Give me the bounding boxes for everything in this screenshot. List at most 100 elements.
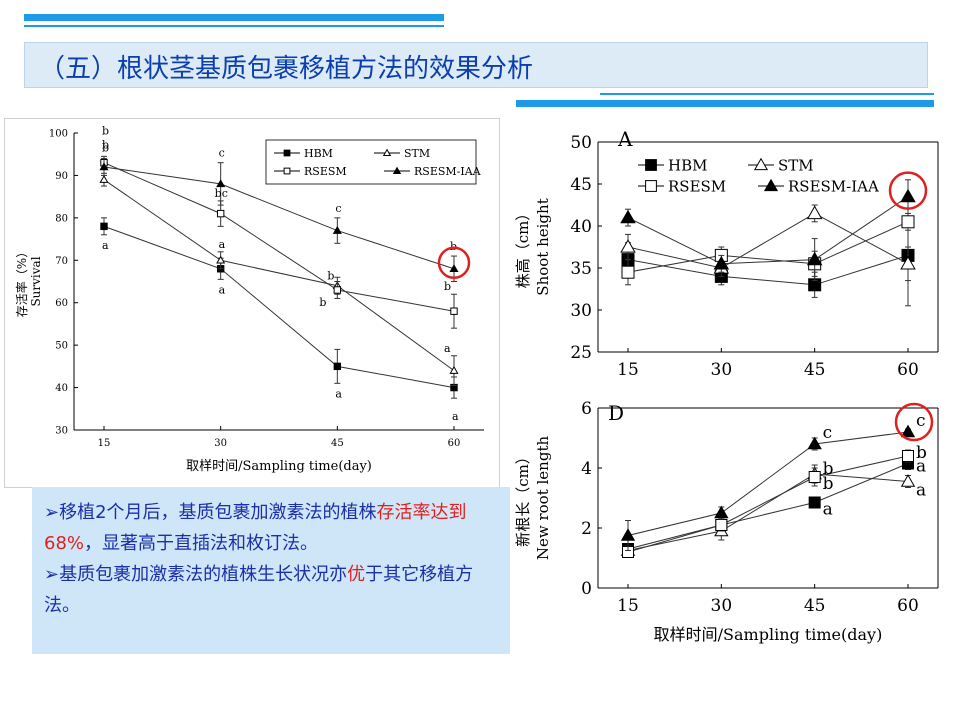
x-tick-label: 60 <box>448 438 461 449</box>
bottom-accent-bar-thin <box>600 93 934 95</box>
significance-letter: c <box>335 202 341 215</box>
legend-label: HBM <box>668 156 707 174</box>
significance-letter: c <box>823 423 833 443</box>
y-axis-label-cn: 存活率（%） <box>14 246 29 317</box>
y-axis-label-cn: 新根长（cm） <box>514 449 532 547</box>
bullet-1: ➢移植2个月后，基质包裹加激素法的植株存活率达到68%，显著高于直插法和枚订法。 <box>44 502 467 554</box>
series-line-RSESM <box>627 221 909 273</box>
legend-marker-HBM <box>645 159 657 171</box>
legend-label: HBM <box>304 147 333 160</box>
data-point-RSESM <box>621 265 635 279</box>
top-accent-bar-thin <box>24 25 444 27</box>
bullet-arrow-icon: ➢ <box>44 502 60 523</box>
data-point-RSESM-IAA <box>620 209 636 224</box>
significance-letter: a <box>219 238 226 251</box>
data-point-HBM <box>333 362 342 371</box>
superior-highlight: 优 <box>347 564 366 585</box>
highlight-circle <box>437 246 471 280</box>
y-tick-label: 45 <box>570 175 592 195</box>
y-tick-label: 70 <box>55 256 68 267</box>
slide-title: （五）根状茎基质包裹移植方法的效果分析 <box>39 54 534 84</box>
legend-box <box>265 139 477 185</box>
x-tick-label: 15 <box>617 360 639 380</box>
data-point-STM <box>99 174 109 183</box>
data-point-RSESM-IAA <box>99 162 109 171</box>
y-tick-label: 30 <box>55 426 68 437</box>
y-tick-label: 2 <box>581 519 592 539</box>
significance-letter: b <box>102 124 109 137</box>
y-tick-label: 0 <box>581 579 592 599</box>
x-tick-label: 30 <box>711 596 733 616</box>
series-line-STM <box>103 179 455 372</box>
significance-letter: a <box>335 387 342 400</box>
y-tick-label: 35 <box>570 259 592 279</box>
x-tick-label: 15 <box>617 596 639 616</box>
legend-label: RSESM <box>668 177 726 195</box>
new-root-length-chart: 0 2 4 6 15 30 45 60 新根长（cm） New root length 取样时间/S… <box>514 399 939 644</box>
significance-letter: b <box>327 270 334 283</box>
y-tick-label: 40 <box>55 383 68 394</box>
x-tick-label: 45 <box>804 360 826 380</box>
series-line-RSESM-IAA <box>103 166 455 270</box>
significance-letter: c <box>916 411 926 431</box>
y-tick-label: 90 <box>55 171 68 182</box>
x-axis-label: 取样时间/Sampling time(day) <box>186 459 372 474</box>
series-line-HBM <box>627 463 909 550</box>
significance-letter: b <box>319 296 326 309</box>
x-tick-label: 60 <box>897 360 919 380</box>
top-accent-bar <box>24 14 444 21</box>
title-bar: （五）根状茎基质包裹移植方法的效果分析 <box>24 42 928 88</box>
legend-marker-RSESM <box>645 180 657 192</box>
significance-letter: a <box>823 500 833 520</box>
x-tick-label: 60 <box>897 596 919 616</box>
data-point-RSESM <box>216 209 225 218</box>
data-point-RSESM-IAA <box>900 188 916 203</box>
series-line-HBM <box>627 254 909 286</box>
data-point-STM <box>900 255 916 270</box>
x-tick-label: 45 <box>804 596 826 616</box>
series-line-RSESM <box>103 162 455 312</box>
legend-marker-RSESM-IAA <box>763 178 779 192</box>
significance-letter: b <box>823 459 834 479</box>
data-point-RSESM-IAA <box>713 255 730 270</box>
data-point-RSESM-IAA <box>807 436 822 450</box>
significance-letter: a <box>219 283 226 296</box>
y-tick-label: 25 <box>570 343 592 363</box>
data-point-HBM <box>100 222 108 231</box>
series-line-RSESM <box>627 455 909 553</box>
bullet-2: ➢基质包裹加激素法的植株生长状况亦优于其它移植方法。 <box>44 564 474 616</box>
legend-marker-RSESM-IAA <box>392 166 402 174</box>
y-axis-label-en: New root length <box>534 436 552 561</box>
significance-letter: a <box>452 410 459 423</box>
conclusion-text-box: ➢移植2个月后，基质包裹加激素法的植株存活率达到68%，显著高于直插法和枚订法。… <box>32 487 510 654</box>
significance-letter: b <box>823 474 834 494</box>
legend-marker-STM <box>753 157 769 171</box>
x-tick-label: 15 <box>98 438 111 449</box>
data-point-RSESM <box>450 307 458 315</box>
y-tick-label: 80 <box>55 213 68 224</box>
series-line-RSESM-IAA <box>627 431 909 536</box>
significance-letter: bc <box>215 187 228 200</box>
legend-label: RSESM-IAA <box>788 177 879 195</box>
series-line-STM <box>627 212 909 269</box>
significance-letter: a <box>102 239 109 252</box>
legend-marker-STM <box>382 148 392 156</box>
panel-label: A <box>617 127 633 151</box>
y-tick-label: 6 <box>581 399 592 419</box>
data-point-RSESM <box>715 519 728 531</box>
significance-letter: b <box>102 141 109 154</box>
y-tick-label: 60 <box>55 298 68 309</box>
y-tick-label: 4 <box>581 459 592 479</box>
y-tick-label: 50 <box>570 133 592 153</box>
significance-letter: a <box>444 342 451 355</box>
legend-label: STM <box>404 147 430 160</box>
data-point-STM <box>216 255 226 264</box>
x-tick-label: 30 <box>711 360 733 380</box>
bullet-arrow-icon: ➢ <box>44 564 60 585</box>
data-point-RSESM-IAA <box>714 505 729 519</box>
legend-label: RSESM-IAA <box>414 165 482 178</box>
y-tick-label: 40 <box>570 217 592 237</box>
data-point-RSESM <box>901 215 915 229</box>
series-line-STM <box>627 473 909 551</box>
data-point-RSESM-IAA <box>806 251 823 266</box>
